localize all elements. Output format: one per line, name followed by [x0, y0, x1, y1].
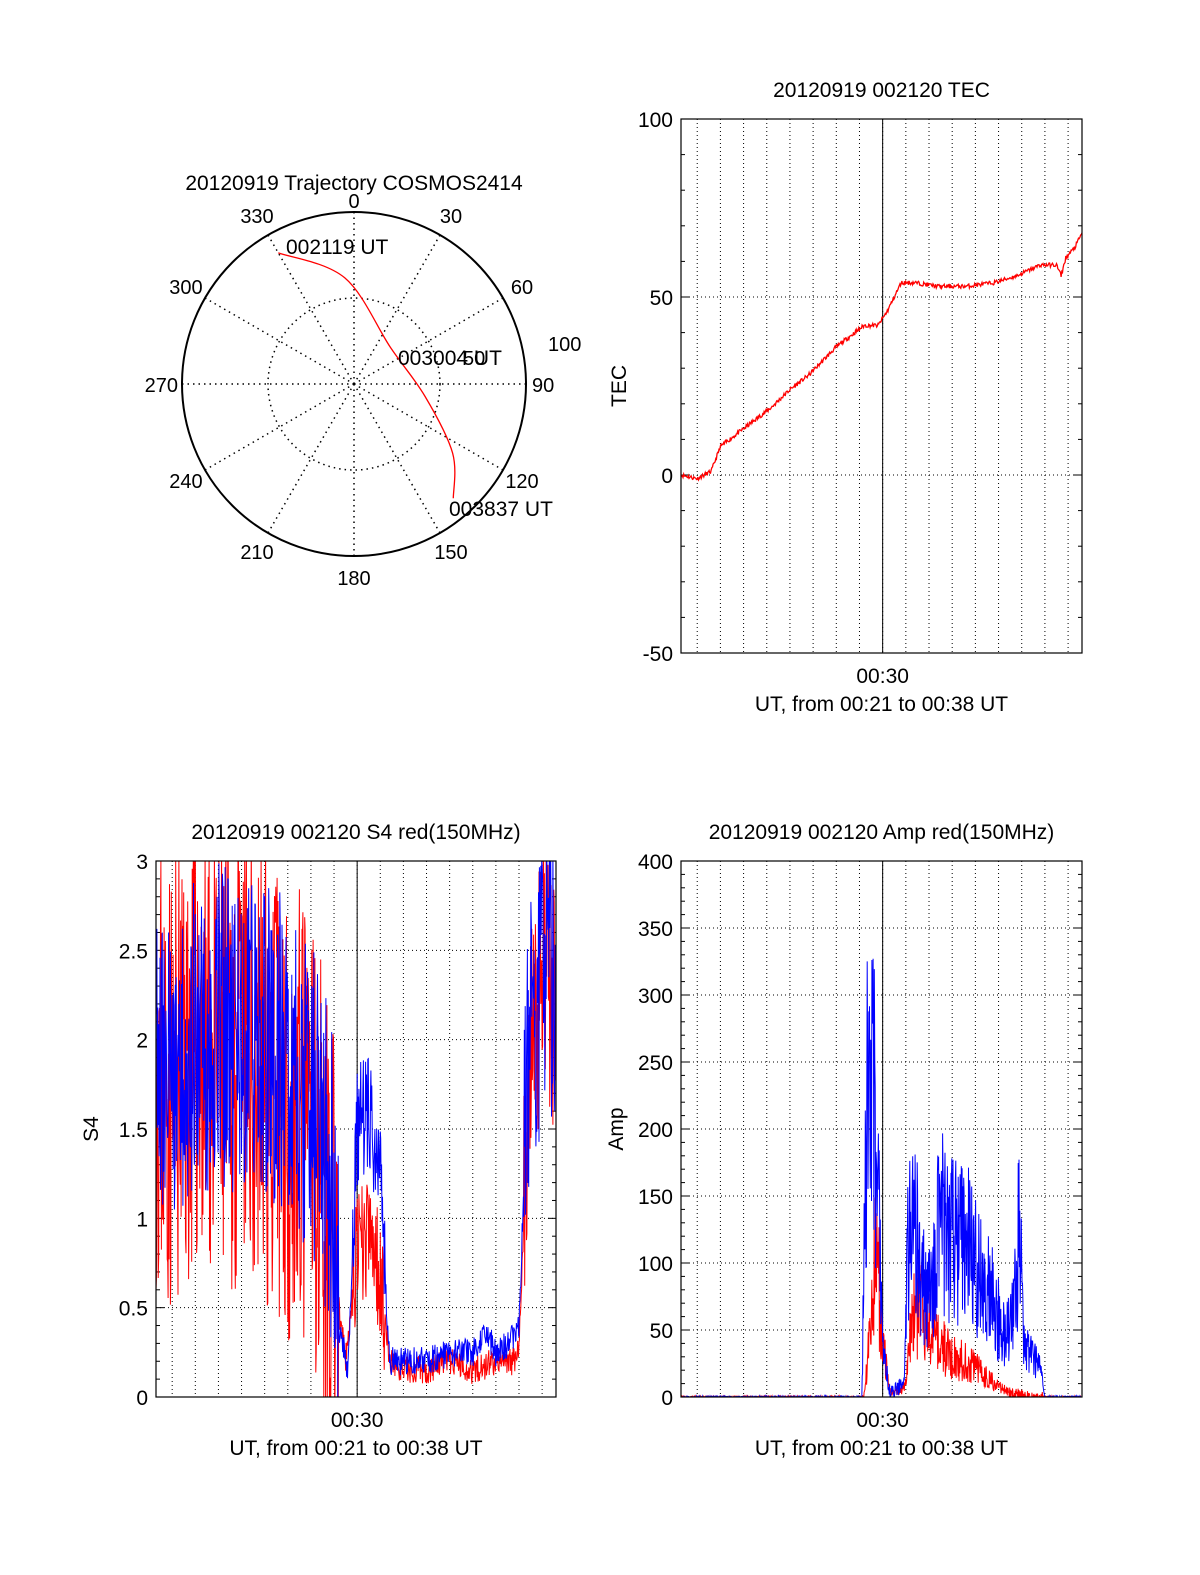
- amp-panel-ytick-label-200: 200: [638, 1119, 673, 1142]
- amp-panel-ytick-label-400: 400: [638, 851, 673, 874]
- polar-azimuth-label-270: 270: [145, 375, 178, 397]
- s4-panel-ytick-label-3: 3: [136, 851, 148, 874]
- polar-azimuth-label-150: 150: [434, 542, 467, 564]
- polar-annotation-1: 003004 UT: [398, 347, 502, 370]
- amp-panel-ytick-label-100: 100: [638, 1253, 673, 1276]
- tec-panel-ytick-label-0: 0: [661, 465, 673, 488]
- polar-spoke-60: [353, 297, 504, 385]
- polar-spoke-240: [204, 383, 355, 471]
- s4-panel-xtick-label: 00:30: [331, 1409, 384, 1432]
- s4-panel-ytick-label-1.5: 1.5: [119, 1119, 148, 1142]
- tec-panel-ytick-label-100: 100: [638, 109, 673, 132]
- tec-panel-ytick-label--50: -50: [643, 643, 673, 666]
- s4-panel-frame: [155, 860, 557, 1398]
- polar-azimuth-label-180: 180: [337, 568, 370, 590]
- polar-spoke-330: [267, 234, 355, 385]
- tec-panel: 20120919 002120 TEC -50 0 50 100 00:30 UT, fro…: [608, 79, 1083, 716]
- amp-panel: 20120919 002120 Amp red(150MHz) 0 50 100 150…: [605, 821, 1083, 1460]
- polar-ring-50: [267, 297, 441, 471]
- amp-panel-xlabel: UT, from 00:21 to 00:38 UT: [755, 1437, 1008, 1460]
- polar-azimuth-label-300: 300: [169, 277, 202, 299]
- s4-panel-ytick-label-0: 0: [136, 1387, 148, 1410]
- polar-azimuth-label-90: 90: [532, 375, 554, 397]
- polar-azimuth-label-210: 210: [240, 542, 273, 564]
- polar-annotations: 002119 UT 003004 UT 003837 UT: [286, 236, 553, 521]
- s4-panel: 20120919 002120 S4 red(150MHz) 0 0.5 1 1.5 2 2…: [80, 821, 557, 1460]
- tec-panel-xtick-label: 00:30: [856, 665, 909, 688]
- amp-panel-frame: [680, 860, 1083, 1398]
- polar-spoke-150: [353, 383, 441, 534]
- polar-annotation-2: 003837 UT: [449, 498, 553, 521]
- polar-spoke-300: [204, 297, 355, 385]
- polar-annotation-0: 002119 UT: [286, 236, 389, 259]
- polar-azimuth-label-30: 30: [440, 206, 462, 228]
- amp-panel-ytick-label-150: 150: [638, 1186, 673, 1209]
- tec-panel-xlabel: UT, from 00:21 to 00:38 UT: [755, 693, 1008, 716]
- polar-radial-label-100: 100: [548, 334, 581, 356]
- amp-panel-title: 20120919 002120 Amp red(150MHz): [709, 821, 1055, 844]
- tec-panel-series-line-0: [681, 232, 1082, 482]
- polar-trajectory-line-0: [278, 252, 456, 499]
- amp-panel-ytick-label-350: 350: [638, 918, 673, 941]
- s4-panel-ytick-label-1: 1: [136, 1208, 148, 1231]
- s4-panel-ytick-label-0.5: 0.5: [119, 1298, 148, 1321]
- tec-panel-ylabel: TEC: [608, 365, 631, 407]
- s4-panel-ytick-label-2: 2: [136, 1030, 148, 1053]
- polar-outer-ring: [181, 211, 527, 557]
- s4-panel-title: 20120919 002120 S4 red(150MHz): [191, 821, 520, 844]
- polar-azimuth-label-330: 330: [240, 206, 273, 228]
- polar-azimuth-label-120: 120: [505, 471, 538, 493]
- polar-grid: [182, 212, 526, 556]
- polar-azimuth-label-240: 240: [169, 471, 202, 493]
- polar-azimuth-label-0: 0: [348, 191, 359, 213]
- polar-spoke-30: [353, 234, 441, 385]
- s4-panel-ytick-label-2.5: 2.5: [119, 940, 148, 963]
- polar-spoke-210: [267, 383, 355, 534]
- amp-panel-ytick-label-50: 50: [650, 1320, 673, 1343]
- polar-title: 20120919 Trajectory COSMOS2414: [185, 172, 523, 195]
- s4-panel-xlabel: UT, from 00:21 to 00:38 UT: [229, 1437, 482, 1460]
- polar-azimuth-labels: 0 30 60 90 120 150 180 210 240 270 300 330: [145, 191, 555, 590]
- tec-panel-frame: [680, 118, 1083, 654]
- s4-panel-ylabel: S4: [80, 1116, 103, 1142]
- tec-panel-title: 20120919 002120 TEC: [773, 79, 990, 102]
- polar-radial-label-50: 50: [463, 348, 485, 370]
- amp-panel-ylabel: Amp: [605, 1107, 628, 1150]
- amp-panel-xtick-label: 00:30: [856, 1409, 909, 1432]
- polar-trajectory-panel: 20120919 Trajectory COSMOS2414 0 30 60 90 12…: [145, 172, 582, 590]
- amp-panel-ytick-label-250: 250: [638, 1052, 673, 1075]
- polar-azimuth-label-60: 60: [511, 277, 533, 299]
- s4-panel-series-line-1: [156, 861, 556, 1397]
- polar-spoke-120: [353, 383, 504, 471]
- polar-trajectory-series: [278, 252, 456, 499]
- amp-panel-ytick-label-0: 0: [661, 1387, 673, 1410]
- tec-panel-ytick-label-50: 50: [650, 287, 673, 310]
- amp-panel-ytick-label-300: 300: [638, 985, 673, 1008]
